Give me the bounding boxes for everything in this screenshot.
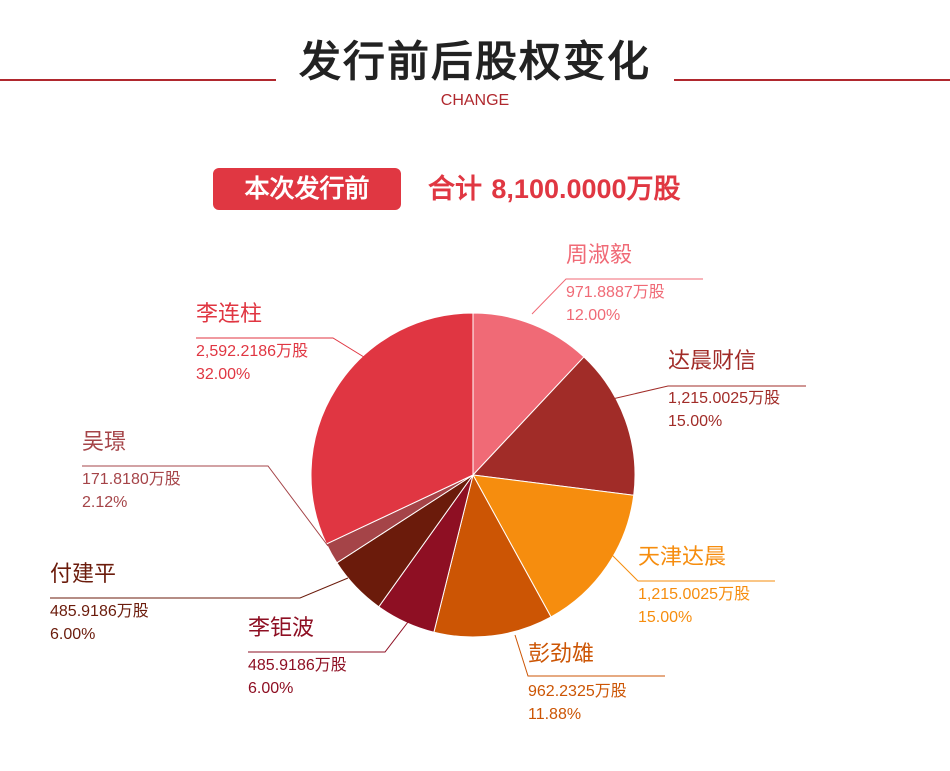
percent-value: 32.00% [196,366,251,383]
shareholder-name: 吴璟 [82,430,127,455]
percent-value: 12.00% [566,307,621,324]
percent-value: 15.00% [668,413,723,430]
shares-value: 1,215.0025万股 [668,390,781,407]
pie-slice [471,356,636,496]
slice-label: 达晨财信 1,215.0025万股 15.00% [668,347,780,433]
shareholder-name: 李钜波 [248,616,315,641]
total-shares: 合计 8,100.0000万股 [428,170,681,209]
slice-label: 天津达晨 1,215.0025万股 15.00% [638,543,750,629]
shares-value: 971.8887万股 [566,284,665,301]
shares-value: 485.9186万股 [50,603,149,620]
page-title: 发行前后股权变化 [298,37,651,86]
pie-slice [472,312,585,477]
slice-label: 吴璟 171.8180万股 2.12% [82,428,181,514]
title-rule-right [674,79,950,81]
leader-line [50,577,349,599]
percent-value: 6.00% [248,680,294,697]
leader-line [607,385,806,401]
shares-value: 171.8180万股 [82,471,181,488]
shares-value: 485.9186万股 [248,657,347,674]
page-subtitle: CHANGE [440,92,510,109]
slice-label: 李连柱 2,592.2186万股 32.00% [196,300,308,386]
shareholder-name: 付建平 [50,562,117,587]
leader-line [604,547,775,582]
slice-label: 李钜波 485.9186万股 6.00% [248,614,347,700]
percent-value: 15.00% [638,609,693,626]
phase-badge: 本次发行前 [213,168,401,210]
shareholder-name: 李连柱 [196,302,263,327]
percent-value: 11.88% [528,706,582,723]
leader-line [196,337,373,363]
slice-label: 彭劲雄 962.2325万股 11.88% [528,640,627,726]
shareholder-name: 达晨财信 [668,349,757,374]
shareholder-name: 周淑毅 [566,243,633,268]
leader-line [531,278,703,315]
leader-line [82,465,329,547]
leader-line [514,634,665,677]
shares-value: 1,215.0025万股 [638,586,751,603]
slice-label: 付建平 485.9186万股 6.00% [50,560,149,646]
shareholder-name: 彭劲雄 [528,642,595,667]
total-value: 8,100.0000万股 [491,174,681,204]
shares-value: 962.2325万股 [528,683,627,700]
total-prefix: 合计 [428,174,482,205]
title-rule-left [0,79,276,81]
shares-value: 2,592.2186万股 [196,343,309,360]
pie-slice [310,312,474,545]
pie-slice [472,474,635,618]
percent-value: 6.00% [50,626,96,643]
shareholder-name: 天津达晨 [638,545,727,570]
percent-value: 2.12% [82,494,128,511]
slice-label: 周淑毅 971.8887万股 12.00% [566,241,665,327]
leader-line [248,621,409,653]
